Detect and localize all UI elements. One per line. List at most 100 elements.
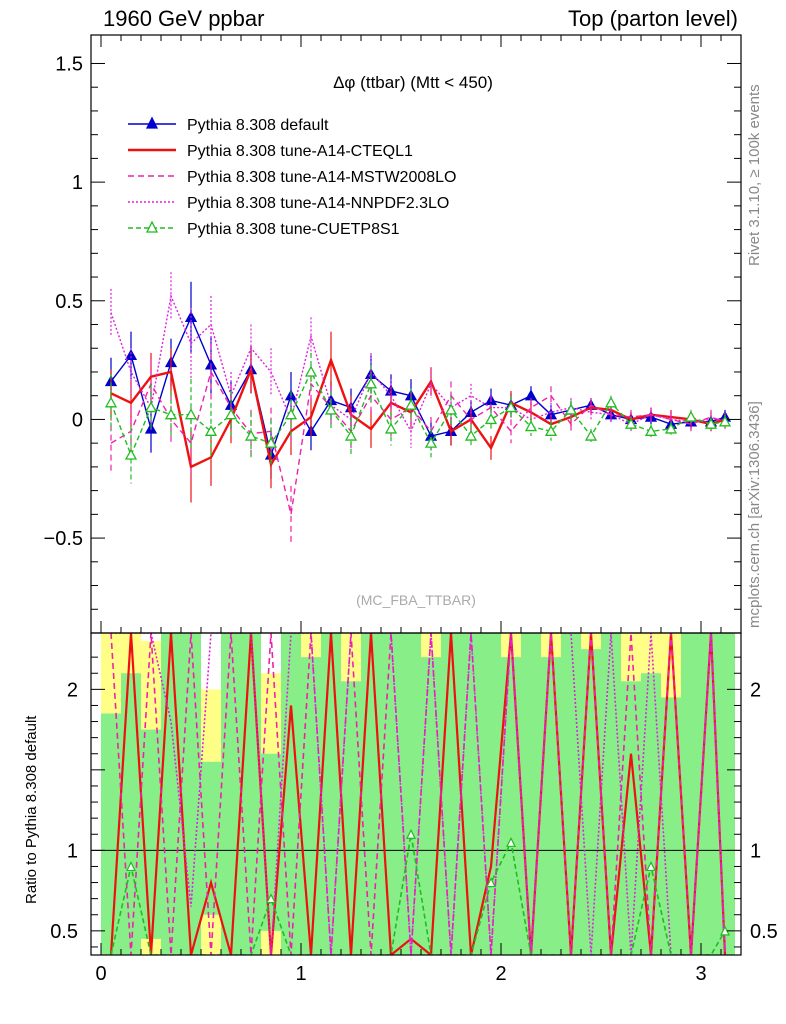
ratio-y-tick-label: 0.5 [50,921,78,943]
legend-label-mstw: Pythia 8.308 tune-A14-MSTW2008LO [187,169,456,186]
legend: Pythia 8.308 default Pythia 8.308 tune-A1… [128,116,456,238]
point-cuetp8s1 [604,396,618,408]
x-tick-label: 2 [495,963,506,985]
series-line-default [110,315,726,458]
legend-label-nnpdf: Pythia 8.308 tune-A14-NNPDF2.3LO [187,195,449,212]
point-cuetp8s1 [564,403,578,415]
point-cuetp8s1 [224,408,238,420]
x-tick-label: 1 [295,963,306,985]
point-cuetp8s1 [684,410,698,422]
x-tick-label: 0 [95,963,106,985]
ratio-band-green-bin [521,633,541,955]
ratio-band-green-bin [361,633,381,955]
ratio-band-green-bin [541,657,561,955]
plot-title: Δφ (ttbar) (Mtt < 450) [333,73,493,92]
point-cuetp8s1 [704,417,718,429]
watermark: (MC_FBA_TTBAR) [356,592,476,608]
ratio-band-green-bin [341,681,361,955]
ratio-marker-cuetp8s1 [646,861,656,872]
ratio-band-green-bin [501,657,521,955]
ratio-band-green-bin [561,633,581,955]
x-tick-label: 3 [695,963,706,985]
ratio-marker-cuetp8s1 [126,861,136,872]
ratio-line-cuetp8s1 [110,834,726,955]
point-cuetp8s1 [444,403,458,415]
y-tick-label: 0.5 [55,291,83,313]
ratio-band-green-bin [301,657,321,955]
series-line-cteql1 [110,356,726,469]
point-cuetp8s1 [364,377,378,389]
ratio-y-tick-label-right: 1 [750,840,761,862]
ratio-y-tick-label: 1 [67,840,78,862]
legend-marker-default [145,116,159,129]
header-left: 1960 GeV ppbar [103,6,265,31]
ratio-marker-cuetp8s1 [486,877,496,888]
point-cuetp8s1 [184,408,198,420]
ratio-band-green-bin [715,633,735,955]
point-cuetp8s1 [504,401,518,413]
ratio-band-green-bin [321,633,341,955]
y-tick-label: −0.5 [44,528,83,550]
legend-label-default: Pythia 8.308 default [187,117,329,134]
point-cuetp8s1 [384,422,398,434]
point-cuetp8s1 [344,429,358,441]
point-cuetp8s1 [104,396,118,408]
ratio-band-green-bin [461,633,481,955]
ratio-series [91,633,741,955]
point-cuetp8s1 [124,448,138,460]
ratio-marker-cuetp8s1 [406,828,416,839]
point-cuetp8s1 [284,408,298,420]
ratio-uncertainty-band [101,633,735,955]
ratio-band-green-bin [601,633,621,955]
main-series [104,272,732,543]
point-cuetp8s1 [644,424,658,436]
point-cuetp8s1 [324,403,338,415]
legend-label-cuetp8s1: Pythia 8.308 tune-CUETP8S1 [187,221,400,238]
point-cuetp8s1 [484,413,498,425]
y-tick-label: 1.5 [55,53,83,75]
point-cuetp8s1 [664,422,678,434]
point-cuetp8s1 [304,365,318,377]
point-default [124,349,138,361]
point-cuetp8s1 [164,408,178,420]
header-right: Top (parton level) [568,6,738,31]
ratio-line-nnpdf [111,633,726,955]
point-cuetp8s1 [624,417,638,429]
series-line-nnpdf [110,293,725,433]
ratio-band-green-bin [221,633,241,955]
point-cuetp8s1 [404,398,418,410]
legend-label-cteql1: Pythia 8.308 tune-A14-CTEQL1 [187,143,413,160]
legend-marker-cuetp8s1 [145,220,159,233]
ratio-band-green-bin [121,673,141,955]
ratio-band-green-bin [581,649,601,955]
ratio-plot-frame [90,632,742,956]
point-cuetp8s1 [204,424,218,436]
y-tick-label: 0 [72,409,83,431]
ratio-band-green-bin [101,713,121,955]
ratio-band-green-bin [621,681,641,955]
series-line-cuetp8s1 [110,370,726,457]
ratio-band-green-bin [161,633,181,955]
point-cuetp8s1 [544,424,558,436]
ratio-band-green-bin [641,673,661,955]
ratio-band-green-bin [441,633,461,955]
ratio-band-green-bin [661,697,681,955]
point-cuetp8s1 [464,429,478,441]
ratio-marker-cuetp8s1 [266,893,276,904]
ratio-band-green-bin [381,633,401,955]
ratio-band-green-bin [681,633,701,955]
series-line-mstw [110,370,726,515]
point-cuetp8s1 [718,415,732,427]
y-tick-label: 1 [72,172,83,194]
ratio-band-green-bin [401,633,421,955]
axes: 0 1 2 3 −0.5 0 0.5 1 1.5 0.5 0.5 1 1 2 2 [44,34,778,985]
ratio-y-tick-label: 2 [67,679,78,701]
point-cuetp8s1 [244,429,258,441]
point-cuetp8s1 [424,436,438,448]
point-cuetp8s1 [524,420,538,432]
point-cuetp8s1 [264,436,278,448]
ratio-band-green-bin [241,633,261,955]
ratio-marker-cuetp8s1 [506,836,516,847]
ratio-y-tick-label-right: 0.5 [750,921,778,943]
